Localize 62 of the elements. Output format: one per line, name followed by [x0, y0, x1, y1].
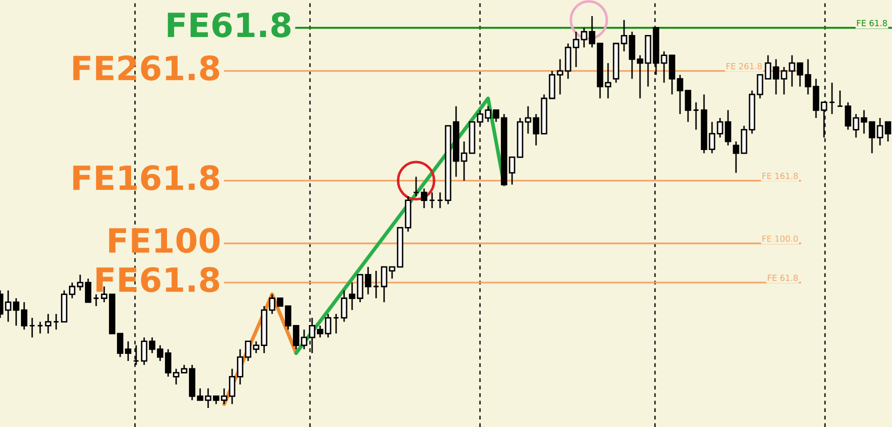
candlestick	[52, 313, 60, 330]
candlestick	[428, 192, 436, 209]
candlestick	[628, 31, 636, 80]
candlestick	[860, 109, 868, 134]
annotation: FE 61.8	[857, 20, 887, 26]
candlestick	[620, 19, 628, 52]
candlestick	[28, 317, 36, 338]
candlestick	[92, 294, 100, 307]
candlestick	[764, 54, 772, 80]
candlestick	[684, 90, 692, 123]
candlestick	[708, 121, 716, 154]
candlestick	[508, 156, 516, 186]
candlestick	[740, 125, 748, 154]
candlestick	[884, 121, 892, 142]
candlestick	[828, 82, 836, 115]
candlestick	[532, 113, 540, 146]
annotation: FE 100.0	[762, 235, 798, 242]
annotation: FE 261.8	[726, 63, 762, 70]
candlestick	[636, 54, 644, 100]
candlestick	[796, 62, 804, 88]
candlestick	[492, 109, 500, 123]
candlestick	[572, 31, 580, 68]
candlestick	[788, 54, 796, 88]
candlestick	[420, 188, 428, 209]
candlestick	[876, 117, 884, 146]
annotation: FE 61.8	[768, 274, 798, 281]
candlestick	[564, 42, 572, 80]
candlestick	[580, 27, 588, 48]
candlestick	[44, 313, 52, 334]
candlestick	[692, 102, 700, 130]
candlestick	[332, 313, 340, 334]
ref-line-label: FE100	[109, 228, 220, 254]
candlestick	[660, 50, 668, 84]
candlestick	[756, 74, 764, 100]
candlestick	[724, 109, 732, 146]
candlestick	[524, 106, 532, 134]
candlestick	[676, 74, 684, 115]
candlestick	[852, 113, 860, 138]
candlestick	[836, 90, 844, 107]
ref-line-label: FE261.8	[73, 55, 220, 81]
candlestick	[484, 106, 492, 123]
ref-line-label: FE61.8	[168, 12, 291, 38]
candlestick	[588, 15, 596, 48]
candlestick	[668, 54, 676, 96]
candlestick	[804, 58, 812, 96]
candlestick	[772, 58, 780, 96]
candlestick	[812, 78, 820, 119]
ref-line-label: FE61.8	[96, 267, 220, 292]
candlestick	[780, 66, 788, 96]
candlestick	[548, 70, 556, 100]
annotation: FE 161.8	[762, 172, 798, 180]
ref-line-label: FE161.8	[73, 165, 220, 190]
candlestick	[716, 117, 724, 138]
candlestick	[604, 62, 612, 100]
candlestick	[412, 176, 420, 198]
candlestick	[372, 270, 380, 299]
candlestick	[436, 192, 444, 209]
candlestick	[844, 102, 852, 130]
candlestick	[868, 121, 876, 154]
candlestick	[732, 140, 740, 174]
candlestick	[556, 58, 564, 96]
candlestick	[36, 321, 44, 334]
